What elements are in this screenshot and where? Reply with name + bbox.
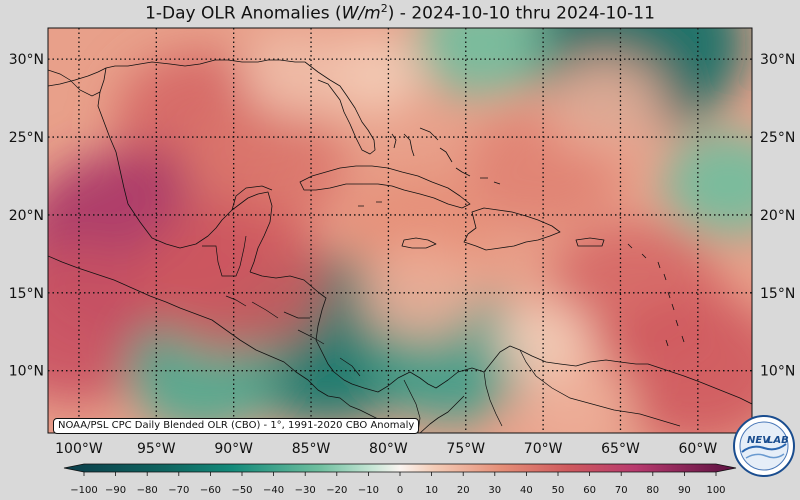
pacific-coast xyxy=(48,255,405,433)
panama-colombia-border xyxy=(403,379,421,433)
bahamas xyxy=(391,127,501,185)
colorbar-tick-label: −80 xyxy=(137,485,158,496)
colorbar-tick-label: 10 xyxy=(425,485,438,496)
lat-label-left: 10°N xyxy=(9,364,44,380)
mexico-guatemala-border xyxy=(202,245,241,277)
mexico-east-coast xyxy=(97,67,273,273)
hispaniola xyxy=(463,207,561,251)
colorbar-tick-label: 80 xyxy=(646,485,659,496)
guatemala-belize-border xyxy=(239,235,247,267)
colorbar-tick-label: 90 xyxy=(678,485,691,496)
lat-label-right: 20°N xyxy=(760,208,795,224)
lon-label: 65°W xyxy=(601,441,640,457)
lesser-antilles xyxy=(627,243,685,347)
chart-title: 1-Day OLR Anomalies (W/m2) - 2024-10-10 … xyxy=(145,2,655,24)
colorbar-tick-label: −40 xyxy=(263,485,284,496)
lon-label: 100°W xyxy=(55,441,103,457)
colorbar: −100 −90 −80 −70 −60 −50 −40 −30 −20 −10 0 10 20 30 40… xyxy=(63,463,737,496)
lat-label-left: 30°N xyxy=(9,52,44,68)
lon-label: 85°W xyxy=(292,441,331,457)
gulf-coast xyxy=(48,59,376,155)
central-america-caribbean xyxy=(249,271,752,405)
colorbar-tick-label: −100 xyxy=(70,485,97,496)
noaa-nevlab-logo-icon[interactable]: NEV LAB xyxy=(732,414,796,478)
lat-label-right: 25°N xyxy=(760,130,795,146)
lon-label: 75°W xyxy=(446,441,485,457)
colorbar-tick-label: −20 xyxy=(326,485,347,496)
anomaly-blob xyxy=(604,295,752,433)
yucatan xyxy=(231,185,273,211)
lon-label: 60°W xyxy=(679,441,718,457)
lat-label-left: 20°N xyxy=(9,208,44,224)
logo-text-nev: NEV xyxy=(747,435,771,446)
logo-text-lab: LAB xyxy=(767,435,789,446)
graticule xyxy=(48,28,752,433)
anomaly-blob xyxy=(663,131,752,237)
colorbar-tick-label: 100 xyxy=(706,485,725,496)
lon-label: 70°W xyxy=(524,441,563,457)
colorbar-tick-label: 20 xyxy=(457,485,470,496)
colorbar-tick-label: 70 xyxy=(615,485,628,496)
anomaly-blob xyxy=(139,202,328,353)
colorbar-tick-label: 50 xyxy=(552,485,565,496)
colorbar-tick-label: 30 xyxy=(488,485,501,496)
south-america-north xyxy=(419,395,465,433)
us-mexico-border xyxy=(48,69,101,97)
colorbar-tick-label: −60 xyxy=(200,485,221,496)
colorbar-tick-label: −70 xyxy=(168,485,189,496)
anomaly-blob xyxy=(324,35,422,114)
anomaly-field xyxy=(48,28,752,433)
lat-label-right: 10°N xyxy=(760,364,795,380)
colombia-venezuela-border xyxy=(483,349,681,427)
lat-label-right: 15°N xyxy=(760,286,795,302)
lon-label: 95°W xyxy=(137,441,176,457)
anomaly-blob xyxy=(359,244,480,341)
data-source-note: NOAA/PSL CPC Daily Blended OLR (CBO) - 1… xyxy=(53,418,420,434)
lat-label-left: 15°N xyxy=(9,286,44,302)
lat-label-left: 25°N xyxy=(9,130,44,146)
colorbar-tick-label: −50 xyxy=(231,485,252,496)
lon-label: 80°W xyxy=(369,441,408,457)
jamaica xyxy=(401,237,437,249)
anomaly-blob xyxy=(241,31,350,119)
anomaly-blob xyxy=(545,57,666,154)
colorbar-bar xyxy=(63,463,737,473)
puerto-rico xyxy=(575,237,605,247)
colorbar-tick-label: −90 xyxy=(105,485,126,496)
lon-label: 90°W xyxy=(214,441,253,457)
latitude-labels: 30°N 30°N 25°N 25°N 20°N 20°N 15°N 15°N 10°N 10°N xyxy=(9,52,796,380)
colorbar-tick-label: 40 xyxy=(520,485,533,496)
lat-label-right: 30°N xyxy=(760,52,795,68)
cuba xyxy=(299,165,471,209)
colorbar-tick-label: 60 xyxy=(583,485,596,496)
anomaly-blob xyxy=(415,28,547,97)
colorbar-tick-label: 0 xyxy=(397,485,403,496)
anomaly-blob xyxy=(182,102,348,235)
colorbar-ticks: −100 −90 −80 −70 −60 −50 −40 −30 −20 −10 0 10 20 30 40… xyxy=(70,472,726,496)
central-america-borders xyxy=(225,295,361,377)
coastlines xyxy=(48,59,752,433)
longitude-labels: 100°W 95°W 90°W 85°W 80°W 75°W 70°W 65°W 60°W xyxy=(55,441,717,457)
colorbar-tick-label: −30 xyxy=(295,485,316,496)
cayman-islands xyxy=(358,201,382,207)
colorbar-tick-label: −10 xyxy=(358,485,379,496)
borders xyxy=(48,69,681,433)
